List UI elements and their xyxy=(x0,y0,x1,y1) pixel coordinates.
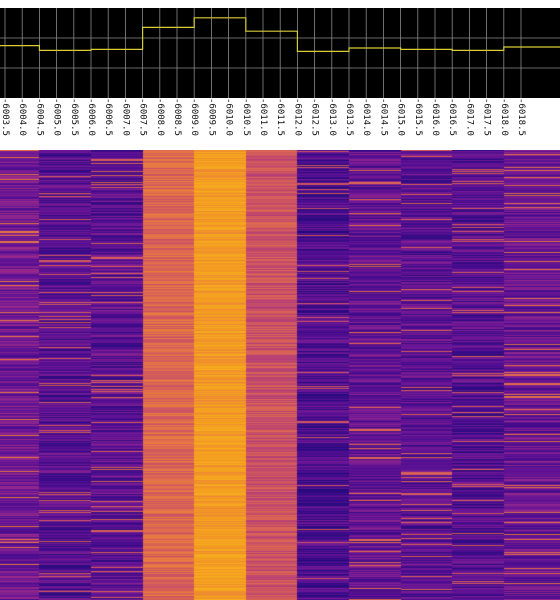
spectrum-plot xyxy=(0,8,560,98)
frequency-tick-label: -6009.0 xyxy=(189,98,200,136)
frequency-tick-label: -6013.0 xyxy=(326,98,337,136)
frequency-tick-label: -6012.0 xyxy=(292,98,303,136)
frequency-tick-label: -6011.0 xyxy=(258,98,268,136)
frequency-tick-label: -6010.5 xyxy=(240,98,251,136)
frequency-tick-label: -6015.5 xyxy=(412,98,423,136)
frequency-tick-label: -6006.5 xyxy=(103,98,114,136)
frequency-tick-label: -6017.0 xyxy=(464,98,475,136)
frequency-tick-label: -6018.5 xyxy=(516,98,526,136)
frequency-tick-label: -6010.0 xyxy=(223,98,234,136)
frequency-tick-label: -6017.5 xyxy=(481,98,492,136)
frequency-tick-label: -6016.0 xyxy=(430,98,440,136)
frequency-tick-label: -6014.0 xyxy=(361,98,372,136)
frequency-tick-label: -6018.0 xyxy=(498,98,509,136)
frequency-tick-label: -6004.0 xyxy=(17,98,28,136)
waterfall-heatmap xyxy=(0,150,560,600)
frequency-tick-label: -6004.5 xyxy=(34,98,45,136)
frequency-tick-label: -6005.0 xyxy=(51,98,62,136)
frequency-tick-label: -6013.5 xyxy=(344,98,354,136)
frequency-tick-label: -6016.5 xyxy=(447,98,458,136)
frequency-tick-label: -6007.5 xyxy=(137,98,148,136)
frequency-tick-label: -6011.5 xyxy=(275,98,286,136)
frequency-axis: -6003.5 -6004.0 -6004.5 -6005.0 -6005.5 -6006… xyxy=(0,98,560,150)
frequency-tick-label: -6007.0 xyxy=(120,98,131,136)
frequency-tick-label: -6015.0 xyxy=(395,98,406,136)
spectrum-trace xyxy=(0,17,560,53)
frequency-tick-label: -6009.5 xyxy=(206,98,217,136)
spectrum-plot-svg xyxy=(0,8,560,98)
frequency-tick-label: -6008.0 xyxy=(154,98,165,136)
frequency-tick-label: -6003.5 xyxy=(0,98,10,136)
frequency-tick-label: -6008.5 xyxy=(172,98,182,136)
frequency-tick-label: -6006.0 xyxy=(86,98,96,136)
frequency-tick-label: -6014.5 xyxy=(378,98,389,136)
frequency-tick-label: -6012.5 xyxy=(309,98,320,136)
frequency-tick-label: -6005.5 xyxy=(68,98,79,136)
